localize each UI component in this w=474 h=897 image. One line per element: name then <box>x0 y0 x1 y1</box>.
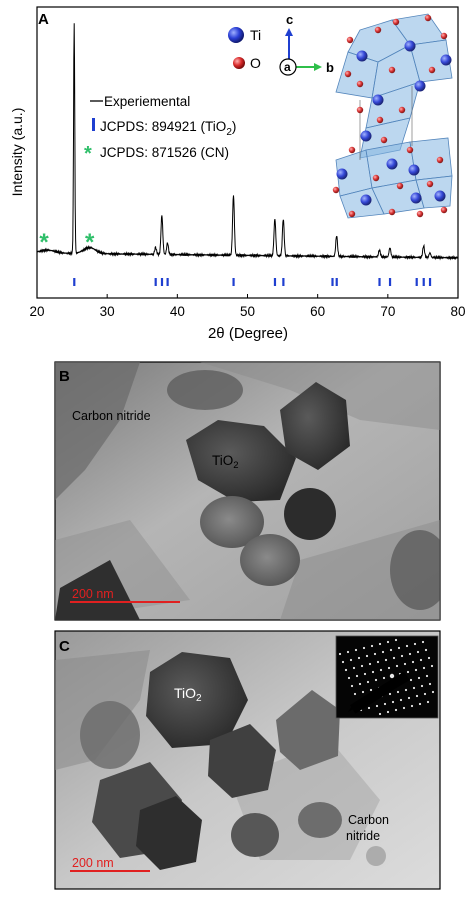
scale-bar-label: 200 nm <box>72 856 114 870</box>
label-tio2: TiO2 <box>174 685 202 704</box>
label-nitride: nitride <box>346 829 380 843</box>
reference-tick <box>232 278 235 286</box>
reference-tick <box>273 278 277 286</box>
panel-a: A 20 30 40 50 60 70 80 2θ (Degree) Intensity (… <box>9 6 466 342</box>
reference-tick <box>428 278 432 286</box>
cn-star-marker: * <box>85 229 95 256</box>
x-tick-label: 40 <box>170 304 185 319</box>
panel-c-letter: C <box>59 638 70 655</box>
reference-tick <box>415 278 418 286</box>
c-axis-arrowhead <box>285 28 293 36</box>
a-axis-circle <box>279 58 297 76</box>
tio2-particle <box>200 496 264 548</box>
tio2-particle <box>231 813 279 857</box>
o-atom-icon <box>233 57 245 69</box>
tio2-particle <box>208 724 276 798</box>
x-tick-label: 50 <box>240 304 255 319</box>
legend: Experiemental JCPDS: 894921 (TiO2) * JCP… <box>84 94 236 165</box>
reference-tick <box>378 278 381 286</box>
tio2-particle <box>276 690 340 770</box>
legend-jcpds-tio2: JCPDS: 894921 (TiO2) <box>100 119 236 138</box>
label-carbon-nitride: Carbon nitride <box>72 409 151 423</box>
axis-c-label: c <box>286 12 293 27</box>
x-tick-label: 30 <box>100 304 115 319</box>
reference-tick <box>422 278 425 286</box>
ti-atom-icon <box>228 27 244 43</box>
reference-tick <box>282 278 285 286</box>
reference-tick <box>160 278 164 286</box>
panel-c-tem-image: C TiO2 Carbon nitride 200 nm <box>54 630 441 890</box>
x-axis-ticks: 20 30 40 50 60 70 80 <box>29 294 466 319</box>
panel-a-letter: A <box>38 11 49 28</box>
b-axis-arrowhead <box>314 63 322 71</box>
reference-tick <box>166 278 169 286</box>
reference-tick <box>388 278 392 286</box>
saed-pattern-inset <box>335 635 439 719</box>
y-axis-label: Intensity (a.u.) <box>9 108 25 197</box>
x-axis-label: 2θ (Degree) <box>208 325 288 342</box>
axis-b-label: b <box>326 60 334 75</box>
crystal-structure-illustration <box>332 13 453 219</box>
tio2-particle <box>146 652 248 748</box>
cn-star-marker: * <box>39 229 49 256</box>
label-tio2: TiO2 <box>212 453 239 471</box>
legend-experimental: Experiemental <box>104 94 190 109</box>
scale-bar-label: 200 nm <box>72 587 114 601</box>
tio2-particle <box>240 534 300 586</box>
label-carbon: Carbon <box>348 813 389 827</box>
panel-b-letter: B <box>59 368 70 385</box>
axis-a-label: a <box>284 60 291 74</box>
x-tick-label: 70 <box>380 304 395 319</box>
o-label: O <box>250 55 261 71</box>
crystal-legend: Ti O c b a <box>228 12 334 76</box>
reference-tick <box>154 278 157 286</box>
tio2-particle <box>186 420 296 502</box>
tio2-particle <box>280 382 350 470</box>
tio2-particle <box>136 796 202 870</box>
x-tick-label: 80 <box>450 304 465 319</box>
panel-b-tem-image: B Carbon nitride TiO2 200 nm <box>54 361 441 621</box>
legend-star-swatch: * <box>84 143 92 165</box>
tio2-particle <box>284 488 336 540</box>
xrd-experimental-trace <box>36 23 459 261</box>
reference-tick <box>331 278 334 286</box>
legend-tick-swatch <box>92 118 95 131</box>
jcpds-cn-stars: * * <box>39 229 95 256</box>
x-tick-label: 60 <box>310 304 325 319</box>
reference-tick <box>73 278 76 286</box>
reference-tick <box>335 278 338 286</box>
jcpds-tio2-reference-ticks <box>73 278 432 286</box>
x-tick-label: 20 <box>29 304 44 319</box>
legend-jcpds-cn: JCPDS: 871526 (CN) <box>100 145 229 160</box>
ti-label: Ti <box>250 27 261 43</box>
